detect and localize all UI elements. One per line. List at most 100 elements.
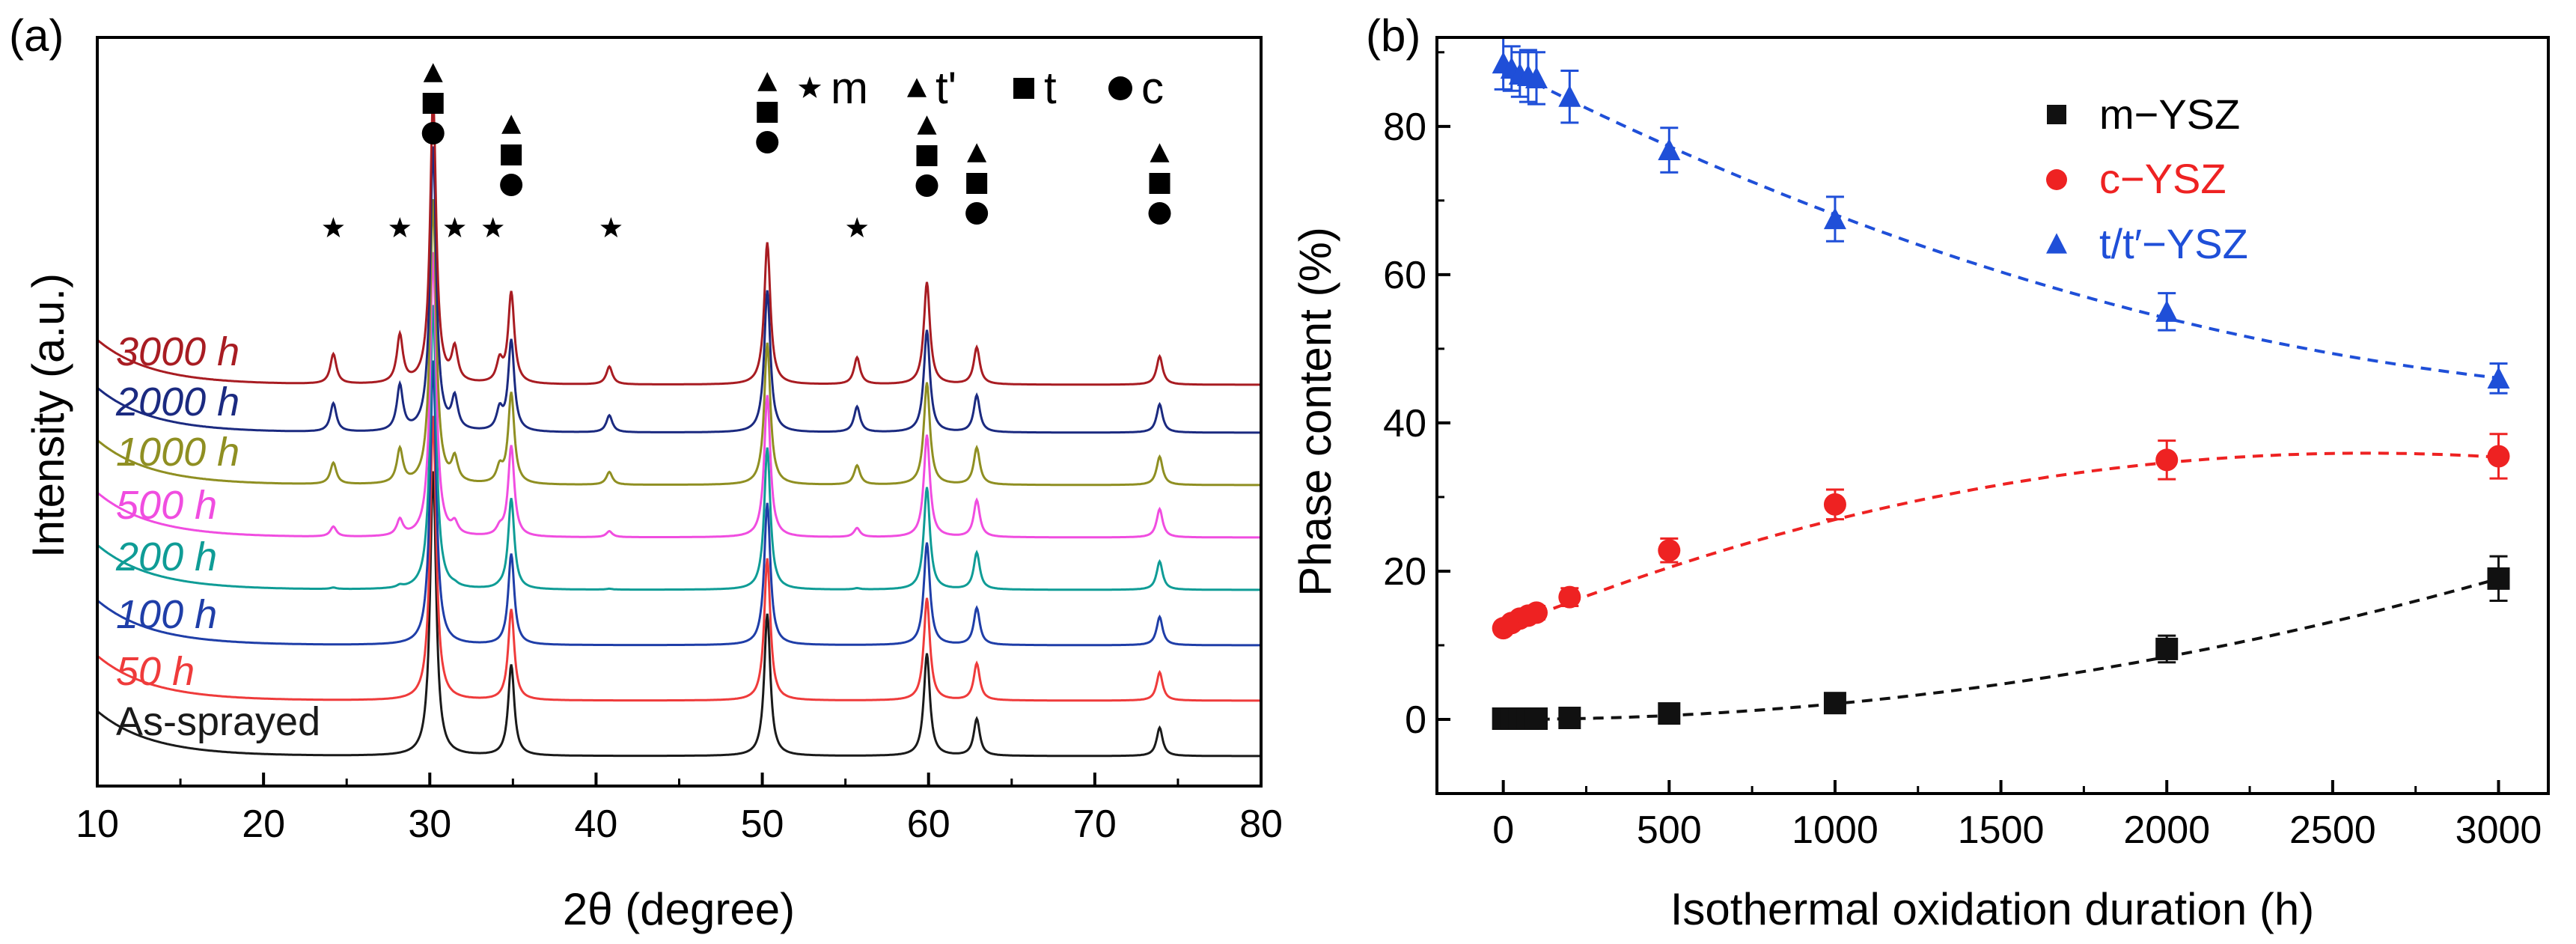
fit-line-triangle <box>1502 65 2499 380</box>
panel-a-y-axis-title: Intensity (a.u.) <box>23 273 73 558</box>
y-tick-label: 20 <box>1383 550 1426 594</box>
data-point-circle <box>1658 539 1681 562</box>
legend-triangle-icon <box>907 78 927 97</box>
legend-square-symbol <box>1013 78 1034 99</box>
data-point-square <box>1823 692 1846 715</box>
data-point-circle <box>1524 601 1548 624</box>
trace-label-3000-h: 3000 h <box>116 329 239 374</box>
tetragonal-prime-triangle-marker <box>1150 143 1170 162</box>
tetragonal-prime-triangle-marker <box>917 115 937 135</box>
legend-triangle-symbol <box>907 78 927 97</box>
legend-triangle-symbol <box>2046 233 2067 254</box>
data-point-square <box>2155 637 2179 660</box>
data-point-square <box>1558 707 1581 729</box>
legend-square-icon <box>2047 105 2066 124</box>
tetragonal-square-marker <box>966 173 988 194</box>
tetragonal-square-marker <box>501 144 522 165</box>
monoclinic-star-marker <box>482 217 504 238</box>
trace-as-sprayed <box>96 471 1261 758</box>
x-tick-label: 40 <box>575 803 618 846</box>
y-tick-label: 80 <box>1383 106 1426 149</box>
trace-3000-h <box>97 98 1261 386</box>
cubic-circle-marker <box>1148 202 1171 225</box>
tetragonal-square-marker <box>422 93 444 114</box>
trace-2000-h <box>97 146 1261 434</box>
cubic-circle-marker <box>421 122 445 144</box>
panel-b-legend: m−YSZ c−YSZ t/t′−YSZ <box>2046 91 2248 267</box>
data-point-triangle <box>1524 66 1548 88</box>
trace-label-2000-h: 2000 h <box>115 380 239 424</box>
tetragonal-prime-triangle-marker <box>501 115 522 134</box>
x-tick-label: 70 <box>1073 803 1117 846</box>
data-point-circle <box>2155 448 2179 472</box>
data-point-circle <box>1558 585 1581 609</box>
legend-label-m: m <box>831 63 868 113</box>
legend-label-t-ysz: t/t′−YSZ <box>2099 220 2248 267</box>
legend-circle-symbol <box>2046 169 2067 190</box>
x-tick-label: 1500 <box>1958 809 2045 852</box>
cubic-circle-marker <box>915 174 938 197</box>
data-point-square <box>1658 702 1681 725</box>
data-point-triangle <box>2487 366 2510 389</box>
legend-label-m-ysz: m−YSZ <box>2099 91 2240 138</box>
x-tick-label: 60 <box>907 803 950 846</box>
trace-500-h <box>96 252 1261 539</box>
panel-b-y-ticks: 0 20 40 60 80 <box>1383 51 1450 795</box>
trace-label-100-h: 100 h <box>116 592 217 637</box>
x-tick-label: 30 <box>408 803 451 846</box>
monoclinic-star-marker <box>389 217 411 238</box>
monoclinic-star-marker <box>323 217 344 238</box>
legend-square-symbol <box>2047 105 2066 124</box>
data-point-triangle <box>1658 138 1681 161</box>
tetragonal-prime-triangle-marker <box>757 72 778 91</box>
x-tick-label: 50 <box>741 803 784 846</box>
cubic-circle-marker <box>500 174 523 196</box>
panel-a-label: (a) <box>9 10 64 61</box>
x-tick-label: 1000 <box>1792 809 1878 852</box>
tetragonal-prime-triangle-marker <box>967 143 987 162</box>
x-tick-label: 10 <box>76 803 119 846</box>
legend-square-icon <box>1013 78 1034 99</box>
fit-line-circle <box>1502 451 2499 630</box>
legend-circle-symbol <box>1108 76 1132 100</box>
panel-b-frame <box>1435 36 2550 795</box>
data-point-circle <box>2487 445 2510 468</box>
data-point-square <box>1524 707 1548 730</box>
legend-label-c: c <box>1141 63 1164 113</box>
panel-b-y-axis-title: Phase content (%) <box>1290 227 1340 597</box>
y-tick-label: 40 <box>1383 402 1426 445</box>
trace-label-50-h: 50 h <box>116 649 195 694</box>
legend-label-t: t <box>1044 63 1057 113</box>
legend-circle-icon <box>2046 169 2067 190</box>
trace-label-200-h: 200 h <box>115 535 217 579</box>
fit-line-square <box>1503 576 2500 721</box>
panel-a: (a) As-sprayed 50 h 100 h 200 h 500 h 1000 h 2… <box>9 10 1283 934</box>
panel-b-fit-lines <box>1502 65 2500 721</box>
legend-circle-icon <box>1108 76 1132 100</box>
panel-a-legend: m t' t c <box>798 63 1164 113</box>
panel-a-x-ticks: 10 20 30 40 50 60 70 80 <box>76 773 1283 846</box>
panel-a-phase-markers <box>323 63 1171 238</box>
legend-triangle-icon <box>2046 233 2067 254</box>
data-point-triangle <box>1558 85 1581 107</box>
legend-label-t-prime: t' <box>936 63 956 113</box>
panel-b-x-axis-title: Isothermal oxidation duration (h) <box>1670 884 2314 934</box>
panel-a-trace-labels: As-sprayed 50 h 100 h 200 h 500 h 1000 h 2000 … <box>115 329 320 744</box>
x-tick-label: 80 <box>1239 803 1283 846</box>
x-tick-label: 2000 <box>2123 809 2210 852</box>
data-point-circle <box>1823 493 1846 516</box>
legend-star-icon <box>798 76 822 98</box>
panel-b: (b) m−YSZ c−YSZ t/t′−YSZ 0 500 1000 1500 200… <box>1290 10 2550 934</box>
tetragonal-square-marker <box>757 102 778 123</box>
panel-b-data-points <box>1492 36 2510 730</box>
cubic-circle-marker <box>756 131 779 153</box>
legend-label-c-ysz: c−YSZ <box>2099 155 2226 202</box>
trace-label-1000-h: 1000 h <box>116 430 239 475</box>
y-tick-label: 0 <box>1405 698 1426 742</box>
legend-star-symbol <box>798 76 822 98</box>
y-tick-label: 60 <box>1383 254 1426 297</box>
x-tick-label: 2500 <box>2289 809 2376 852</box>
x-tick-label: 3000 <box>2456 809 2542 852</box>
data-point-triangle <box>2155 299 2179 322</box>
